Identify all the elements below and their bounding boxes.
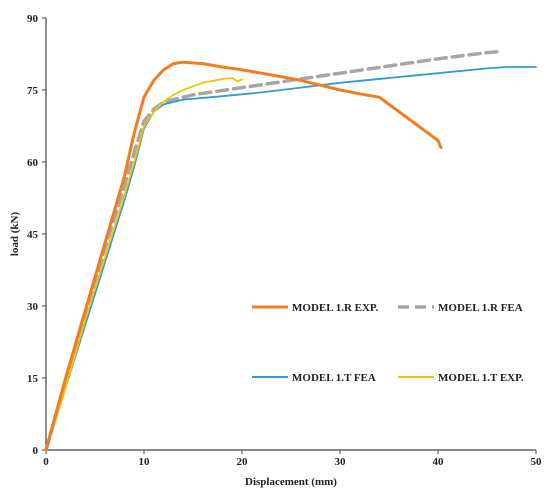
axes: [45, 18, 536, 451]
x-tick-label: 30: [335, 456, 347, 468]
series-layer: [44, 49, 537, 452]
series-line: [44, 60, 443, 452]
series-line: [45, 77, 243, 451]
y-tick-label: 15: [27, 373, 39, 385]
series-line: [44, 49, 504, 452]
y-tick-label: 90: [27, 13, 39, 25]
legend-label: MODEL 1.T FEA: [292, 372, 376, 384]
legend-label: MODEL 1.T EXP.: [438, 372, 524, 384]
legend-label: MODEL 1.R FEA: [438, 302, 523, 314]
x-tick-label: 0: [43, 456, 49, 468]
y-tick-label: 75: [27, 85, 39, 97]
x-tick-label: 40: [433, 456, 445, 468]
x-tick-label: 20: [237, 456, 249, 468]
x-tick-group: 0 10 20 30 40 50: [43, 450, 542, 468]
series-line: [45, 66, 537, 451]
legend-label: MODEL 1.R EXP.: [292, 302, 379, 314]
y-tick-label: 30: [27, 301, 39, 313]
y-axis-title: load (kN): [9, 212, 21, 257]
x-tick-label: 10: [139, 456, 151, 468]
y-tick-label: 45: [27, 229, 39, 241]
x-tick-label: 50: [531, 456, 543, 468]
y-tick-label: 60: [27, 157, 39, 169]
x-axis-title: Displacement (mm): [245, 476, 337, 488]
y-tick-group: 0 15 30 45 60 75 90: [27, 13, 46, 457]
y-tick-label: 0: [33, 445, 39, 457]
legend: MODEL 1.R EXP. MODEL 1.R FEA MODEL 1.T FEA…: [252, 302, 524, 384]
